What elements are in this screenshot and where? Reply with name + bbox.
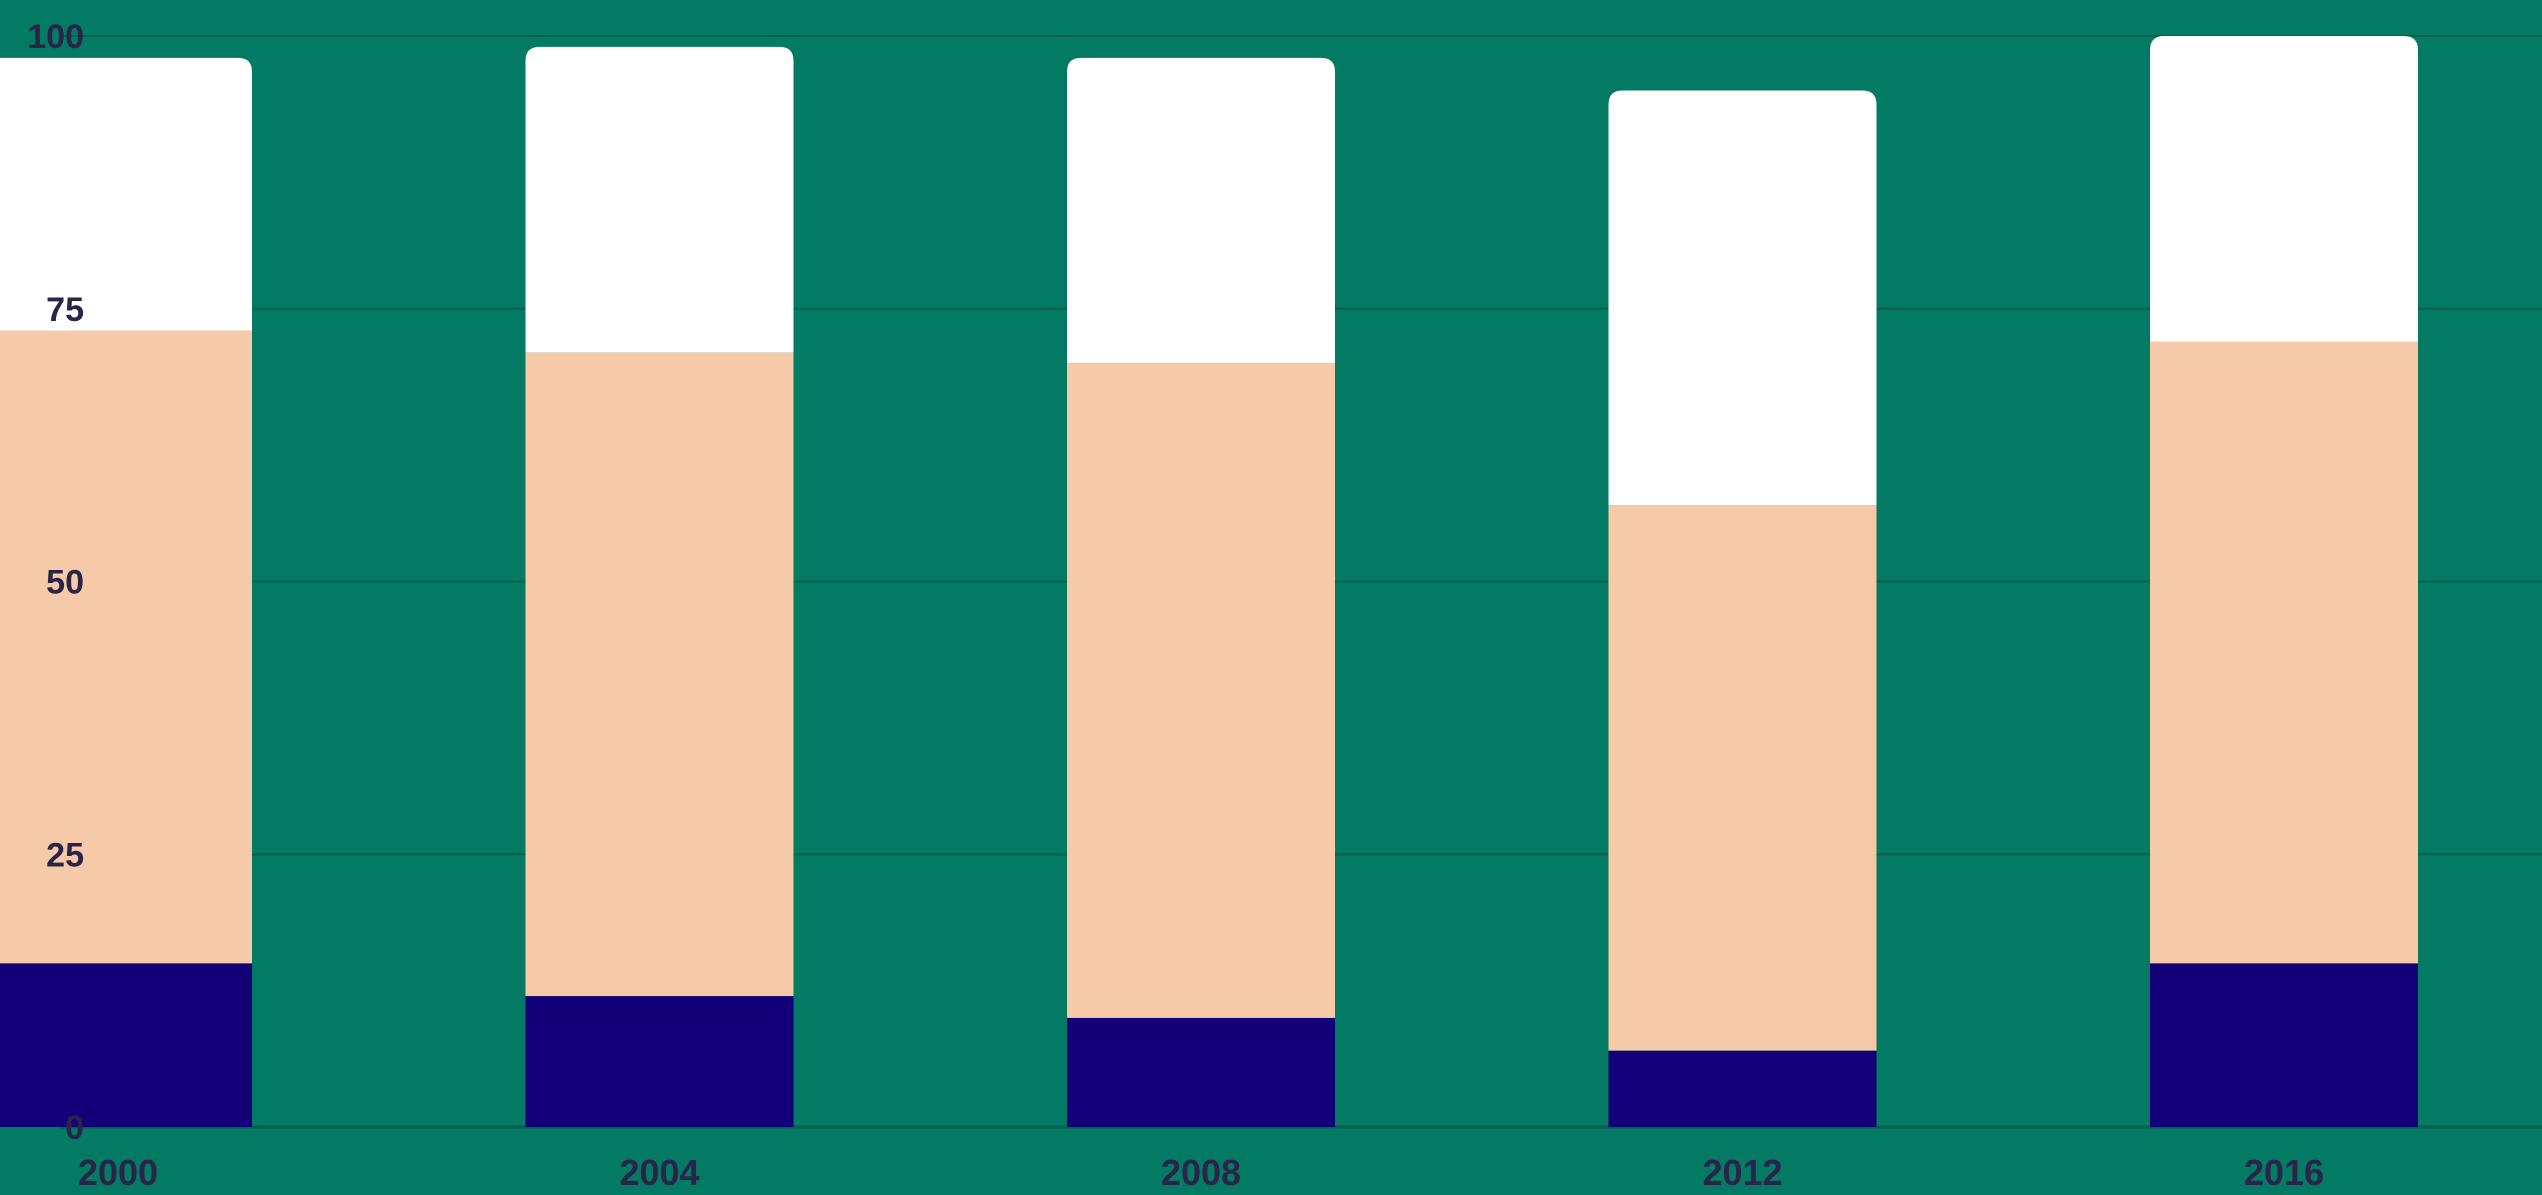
bar-segment-2004-s1 [525, 996, 794, 1127]
y-tick-label: 0 [65, 1109, 84, 1147]
x-tick-label: 2016 [2244, 1152, 2324, 1190]
bar-segment-2012-s3 [1608, 90, 1877, 506]
y-tick-label: 100 [27, 18, 84, 56]
bar-segment-2016-s1 [2150, 963, 2418, 1127]
bar-segment-2000-s1 [0, 963, 252, 1127]
y-tick-label: 75 [46, 291, 84, 329]
x-tick-label: 2008 [1161, 1152, 1241, 1190]
bar-segment-2008-s2 [1067, 363, 1335, 1018]
axes: 0 25 50 75 100 2000 2004 2008 2012 2016 [27, 18, 2324, 1193]
x-tick-label: 2000 [78, 1152, 158, 1190]
bar-segment-2008-s3 [1067, 57, 1335, 364]
y-tick-label: 25 [46, 836, 84, 874]
bar-segment-2016-s2 [2150, 341, 2418, 964]
bar-segment-2016-s3 [2150, 36, 2418, 342]
bar-segment-2000-s2 [0, 330, 252, 964]
bar-segment-2008-s1 [1067, 1017, 1335, 1127]
bar-segment-2004-s3 [525, 46, 794, 353]
bar-segment-2000-s3 [0, 57, 252, 331]
bar-segment-2004-s2 [525, 352, 794, 997]
bars [0, 36, 2418, 1127]
x-tick-label: 2012 [1702, 1152, 1782, 1190]
bar-segment-2012-s1 [1608, 1050, 1877, 1127]
y-tick-label: 50 [46, 564, 84, 602]
bar-segment-2012-s2 [1608, 505, 1877, 1051]
x-tick-label: 2004 [619, 1152, 699, 1190]
